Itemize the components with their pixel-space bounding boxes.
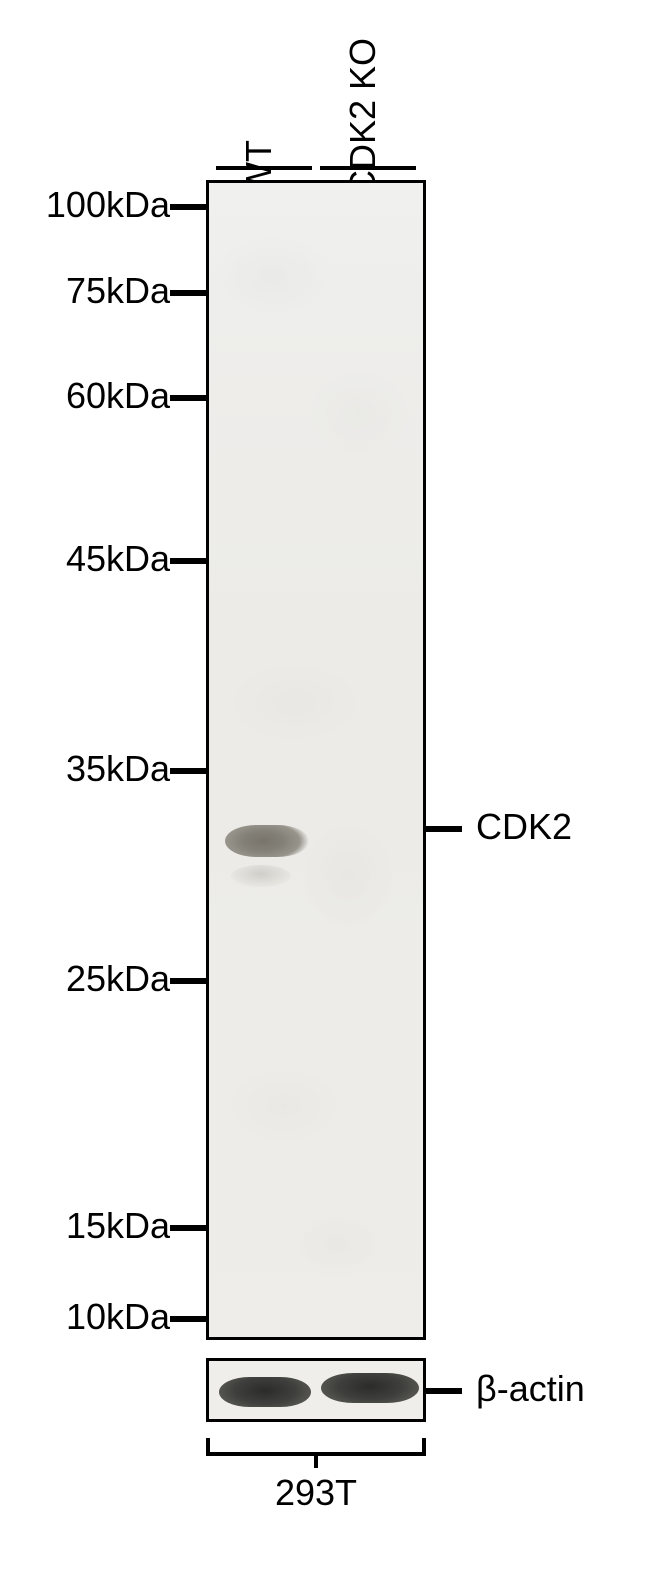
right-label-cdk2: CDK2	[476, 806, 572, 848]
mw-label-45: 45kDa	[66, 538, 170, 580]
lane-label-ko: CDK2 KO	[342, 38, 384, 196]
bottom-bracket-r	[422, 1438, 426, 1456]
mw-tick-15	[170, 1225, 206, 1231]
right-tick-actin	[426, 1388, 462, 1394]
mw-label-35: 35kDa	[66, 748, 170, 790]
mw-tick-10	[170, 1316, 206, 1322]
right-label-actin: β-actin	[476, 1368, 585, 1410]
blot-main-cdk2	[206, 180, 426, 1340]
mw-tick-100	[170, 204, 206, 210]
mw-tick-75	[170, 290, 206, 296]
blot-actin	[206, 1358, 426, 1422]
mw-label-10: 10kDa	[66, 1296, 170, 1338]
mw-label-60: 60kDa	[66, 375, 170, 417]
cell-line-label: 293T	[206, 1472, 426, 1514]
band-actin-wt	[219, 1377, 311, 1407]
mw-label-75: 75kDa	[66, 270, 170, 312]
mw-label-100: 100kDa	[46, 184, 170, 226]
western-blot-figure: WT CDK2 KO 100kDa 75kDa 60kDa 45kDa 35kD…	[0, 0, 650, 1569]
mw-label-15: 15kDa	[66, 1205, 170, 1247]
mw-label-25: 25kDa	[66, 958, 170, 1000]
mw-tick-35	[170, 768, 206, 774]
band-cdk2-wt	[225, 825, 309, 857]
mw-tick-60	[170, 395, 206, 401]
bottom-bracket-c	[314, 1452, 318, 1468]
bottom-bracket-l	[206, 1438, 210, 1456]
band-actin-ko	[321, 1373, 419, 1403]
mw-tick-25	[170, 978, 206, 984]
membrane-noise	[209, 183, 423, 1337]
band-cdk2-wt-smear	[231, 865, 291, 887]
right-tick-cdk2	[426, 826, 462, 832]
mw-tick-45	[170, 558, 206, 564]
